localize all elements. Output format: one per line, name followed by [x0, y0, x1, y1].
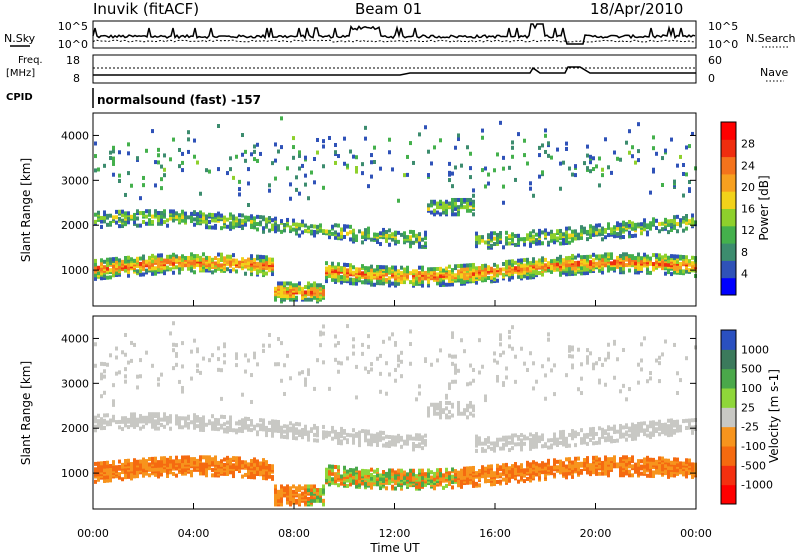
colorbar-segment	[721, 388, 736, 408]
power-colorbar-tick: 12	[741, 224, 755, 237]
station-title: Inuvik (fitACF)	[93, 0, 199, 18]
noise-sky-line	[92, 23, 696, 45]
noise-panel: 10^5 10^0 10^5 10^0	[58, 20, 738, 51]
freq-right-tick-bottom: 0	[708, 72, 715, 85]
mhz-label: [MHz]	[6, 68, 35, 79]
freq-left-tick-bottom: 8	[73, 72, 80, 85]
velocity-heatmap-cells	[94, 321, 697, 507]
cpid-text: normalsound (fast) -157	[97, 93, 261, 107]
velocity-ylabel: Slant Range [km]	[19, 361, 33, 465]
colorbar-segment	[721, 173, 736, 192]
velocity-colorbar: 1000 500 100 25 -25 -100 -500 -1000 Velocity [m…	[720, 329, 781, 505]
power-yticks-label: 2000	[61, 219, 89, 232]
velocity-colorbar-tick: 500	[741, 363, 762, 376]
colorbar-segment	[721, 225, 736, 244]
colorbar-segment	[721, 484, 736, 505]
noise-left-tick-top: 10^5	[58, 20, 88, 33]
noise-search-line	[92, 39, 697, 43]
power-colorbar-tick: 20	[741, 181, 755, 194]
power-colorbar-label: Power [dB]	[757, 175, 771, 240]
velocity-colorbar-tick: 25	[741, 401, 755, 414]
colorbar-segment	[721, 260, 736, 279]
colorbar-segment	[721, 330, 736, 350]
colorbar-segment	[721, 407, 736, 428]
xtick-label: 12:00	[379, 527, 411, 540]
velocity-colorbar-tick: -100	[741, 440, 766, 453]
nsearch-label: N.Search	[746, 32, 796, 45]
freq-right-tick-top: 60	[708, 54, 722, 67]
power-ylabel: Slant Range [km]	[19, 158, 33, 262]
power-panel: 1000 2000 3000 4000 Slant Range [km]	[19, 112, 697, 307]
noise-right-tick-top: 10^5	[708, 20, 738, 33]
freq-left-tick-top: 18	[66, 54, 80, 67]
power-yticks-label: 1000	[61, 264, 89, 277]
xtick-label: 00:00	[680, 527, 712, 540]
freq-label: Freq.	[18, 55, 43, 66]
vel-yticks-label: 1000	[61, 467, 89, 480]
colorbar-segment	[721, 139, 736, 158]
frequency-line	[93, 66, 696, 76]
colorbar-segment	[721, 243, 736, 261]
date-title: 18/Apr/2010	[590, 0, 683, 18]
power-yticks-label: 3000	[61, 174, 89, 187]
colorbar-segment	[721, 349, 736, 370]
colorbar-segment	[721, 191, 736, 209]
colorbar-segment	[721, 368, 736, 389]
power-colorbar: 4 8 12 16 20 24 28 Power [dB]	[720, 121, 771, 296]
vel-yticks-label: 3000	[61, 377, 89, 390]
noise-right-tick-bottom: 10^0	[708, 38, 738, 51]
beam-title: Beam 01	[355, 0, 422, 18]
velocity-colorbar-tick: -1000	[741, 479, 773, 492]
power-colorbar-tick: 24	[741, 159, 755, 172]
colorbar-segment	[721, 465, 736, 486]
colorbar-segment	[721, 426, 736, 447]
nave-label: Nave	[760, 66, 788, 79]
power-heatmap-cells	[94, 116, 697, 304]
colorbar-segment	[721, 208, 736, 227]
vel-yticks-label: 2000	[61, 422, 89, 435]
xtick-label: 04:00	[178, 527, 210, 540]
colorbar-segment	[721, 277, 736, 296]
colorbar-segment	[721, 446, 736, 466]
velocity-colorbar-tick: -25	[741, 421, 759, 434]
xtick-label: 08:00	[278, 527, 310, 540]
velocity-colorbar-tick: 100	[741, 382, 762, 395]
xtick-label: 16:00	[479, 527, 511, 540]
power-colorbar-tick: 8	[741, 246, 748, 259]
cpid-label: CPID	[6, 92, 33, 103]
noise-left-tick-bottom: 10^0	[58, 38, 88, 51]
nsky-label: N.Sky	[4, 32, 36, 45]
velocity-colorbar-label: Velocity [m s-1]	[767, 369, 781, 463]
power-colorbar-tick: 16	[741, 203, 755, 216]
power-colorbar-tick: 28	[741, 138, 755, 151]
power-yticks-label: 4000	[61, 129, 89, 142]
vel-yticks-label: 4000	[61, 332, 89, 345]
freq-panel: 18 8 60 0	[66, 54, 722, 85]
xaxis-label: Time UT	[369, 541, 420, 554]
xtick-label: 20:00	[580, 527, 612, 540]
velocity-colorbar-tick: 1000	[741, 343, 769, 356]
xtick-label: 00:00	[77, 527, 109, 540]
colorbar-segment	[721, 156, 736, 175]
velocity-panel: 1000 2000 3000 4000 Slant Range [km] 00:00 0…	[19, 300, 712, 554]
power-colorbar-tick: 4	[741, 267, 748, 280]
colorbar-segment	[721, 122, 736, 140]
velocity-colorbar-tick: -500	[741, 459, 766, 472]
